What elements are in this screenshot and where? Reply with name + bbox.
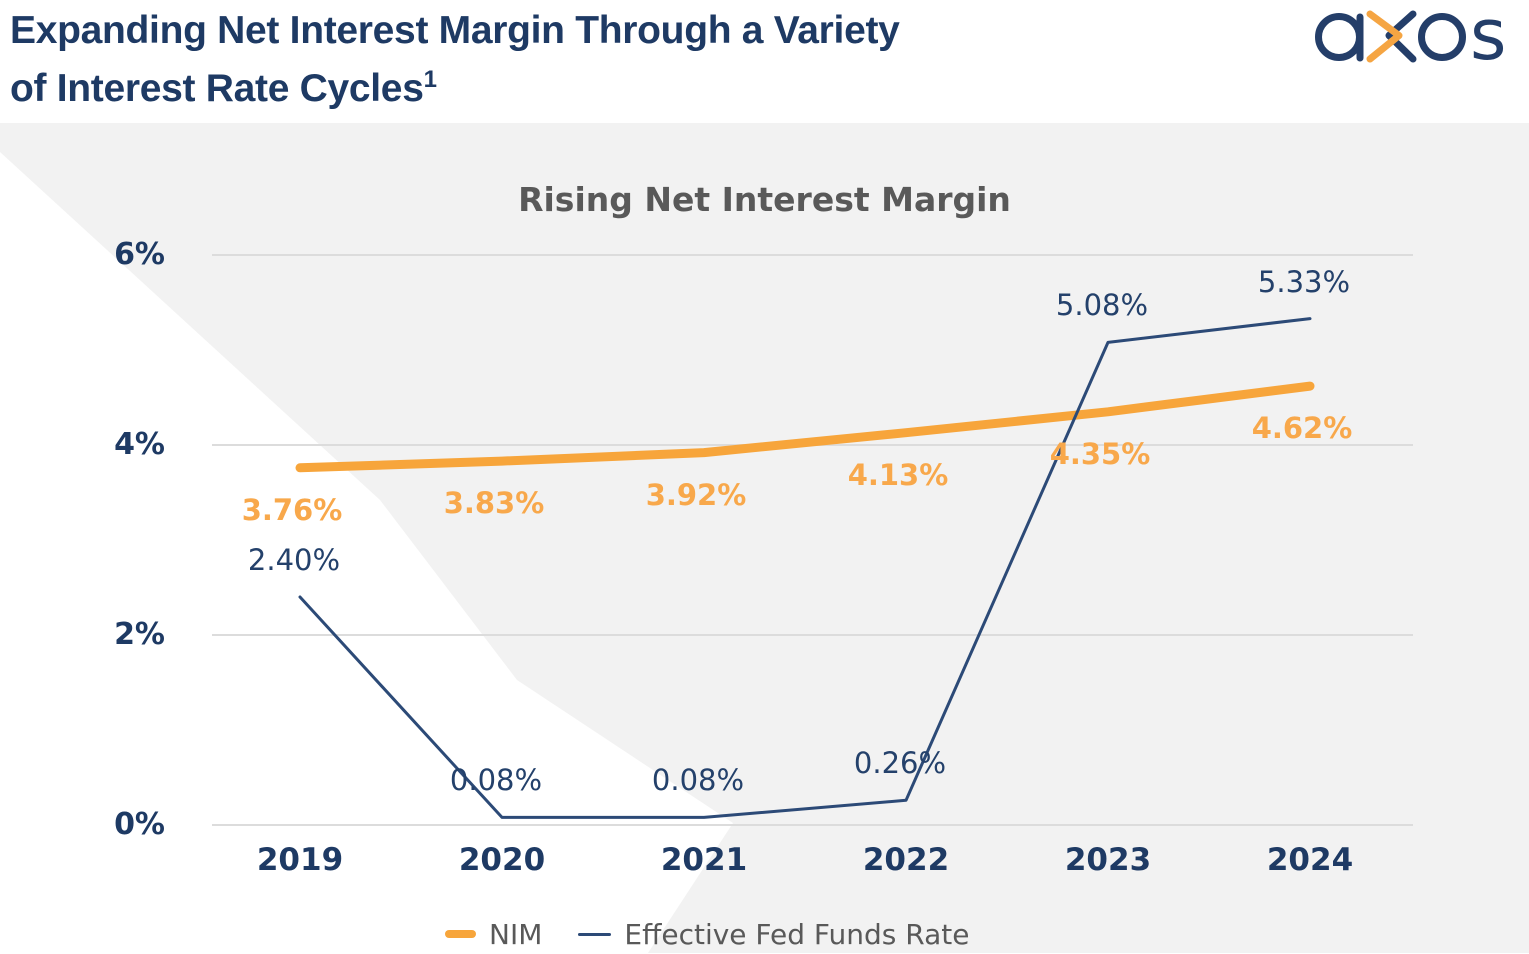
fed-funds-data-label: 5.08% <box>1055 288 1149 323</box>
page-title-line2: of Interest Rate Cycles <box>10 67 424 110</box>
x-axis-tick-label: 2020 <box>458 842 546 878</box>
footnote-marker: 1 <box>423 66 437 93</box>
nim-data-label: 3.92% <box>645 477 747 512</box>
nim-data-label: 3.76% <box>241 492 343 527</box>
nim-data-label: 3.83% <box>443 486 545 521</box>
axos-letter-x <box>1366 10 1417 63</box>
x-axis-tick-label: 2023 <box>1064 842 1152 878</box>
page-title: Expanding Net Interest Margin Through a … <box>10 6 900 113</box>
fed-funds-data-label: 2.40% <box>247 543 341 577</box>
axos-letter-s: s <box>1470 6 1506 66</box>
y-axis-tick-label: 4% <box>114 427 165 462</box>
page-title-line1: Expanding Net Interest Margin Through a … <box>10 9 900 52</box>
background-chevron <box>0 152 733 953</box>
axos-logo: s <box>1315 6 1506 66</box>
legend-label: NIM <box>489 917 543 951</box>
legend-label: Effective Fed Funds Rate <box>624 917 970 951</box>
nim-data-label: 4.35% <box>1049 436 1151 471</box>
fed-funds-data-label: 0.26% <box>853 746 947 781</box>
nim-data-label: 4.62% <box>1251 411 1353 446</box>
chart-title: Rising Net Interest Margin <box>518 180 1011 219</box>
x-axis-tick-label: 2019 <box>256 842 344 878</box>
nim-data-label: 4.13% <box>847 457 949 492</box>
fed-funds-line <box>298 317 1312 819</box>
axos-letter-a <box>1315 13 1364 62</box>
y-axis-tick-label: 0% <box>114 807 165 842</box>
fed-funds-data-label: 0.08% <box>651 763 745 798</box>
legend-swatch <box>445 930 476 938</box>
y-axis-tick-label: 6% <box>114 237 165 272</box>
legend-item-nim: NIM <box>445 918 542 951</box>
chart-legend: NIM Effective Fed Funds Rate <box>445 914 969 954</box>
fed-funds-data-label: 0.08% <box>449 763 543 798</box>
x-orange-stroke <box>1366 10 1403 63</box>
axos-letter-o <box>1418 13 1466 61</box>
fed-funds-data-label: 5.33% <box>1257 264 1351 299</box>
nim-line <box>295 381 1315 473</box>
x-axis-tick-label: 2024 <box>1266 842 1354 878</box>
x-axis-tick-label: 2021 <box>660 842 748 878</box>
x-navy-stroke <box>1385 10 1417 63</box>
y-axis-tick-label: 2% <box>114 617 165 652</box>
legend-swatch <box>578 932 612 936</box>
x-axis-tick-label: 2022 <box>862 842 950 878</box>
legend-item-fed-funds-rate: Effective Fed Funds Rate <box>578 918 969 951</box>
